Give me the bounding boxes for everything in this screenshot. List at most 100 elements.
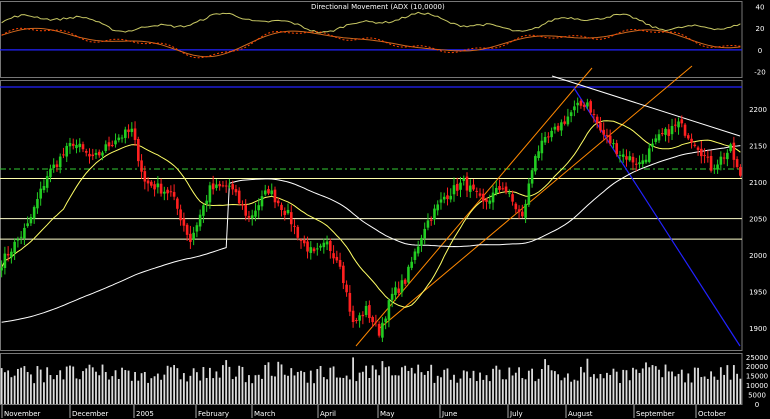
indicator-frame [0,1,743,78]
volume-bar [173,365,176,404]
candle [286,203,290,215]
candle [628,151,632,162]
volume-bar [39,369,42,404]
candle-body [267,189,270,194]
candle [390,287,394,308]
candle-body [123,129,127,138]
candle-body [342,265,345,284]
volume-bar [257,374,260,404]
candle-body [599,122,602,131]
volume-bar [684,382,686,404]
candle-body [312,248,316,252]
volume-bar [169,367,172,404]
volume-bar [430,364,433,404]
candle-body [156,183,160,188]
candle [88,148,91,164]
candle [439,192,443,210]
indicator-tick-label: 40 [756,3,765,11]
volume-bar [456,382,459,404]
candle [651,138,654,152]
candle-body [13,241,16,253]
candle [719,151,723,171]
candle-body [101,152,104,156]
volume-bar [345,375,348,404]
candle [586,98,589,110]
candle [179,204,182,226]
volume-bar [531,368,533,404]
candle [244,199,248,221]
volume-bar [553,371,556,404]
candle-body [270,190,274,195]
candle [413,248,417,264]
candle-body [205,200,208,205]
candle [117,134,121,143]
candle-body [218,183,221,187]
candle [407,264,410,285]
candle-body [540,140,544,154]
candle-body [189,233,192,242]
candle-body [45,176,49,188]
candle-body [302,240,306,244]
volume-bar [322,377,325,404]
candle [481,188,485,209]
candle [355,317,358,324]
candle-body [436,204,440,211]
volume-bar [52,379,55,404]
volume-bar [209,367,211,404]
volume-bar [23,366,26,404]
volume-bar [283,374,286,404]
candle-body [517,209,521,212]
volume-bar [485,375,488,404]
volume-bar [537,378,540,404]
candle [332,245,335,264]
candle [494,180,498,196]
candle [589,99,592,116]
candle [329,238,332,259]
candle-body [719,156,723,165]
candle [146,177,150,192]
volume-bar [560,380,563,404]
candle [153,180,156,197]
volume-bar [527,370,530,404]
price-tick-label: 1900 [749,325,767,333]
candle-body [530,170,534,184]
candle-body [146,180,150,184]
candle [644,154,648,164]
candle [52,158,55,173]
volume-bar [723,374,726,404]
candle-body [739,167,742,176]
candle [491,185,495,210]
volume-bar [586,358,589,404]
candle [605,128,609,144]
candle [189,225,192,249]
volume-bar [619,383,621,404]
candle [270,183,274,197]
candle-body [244,204,248,216]
candle [293,219,296,235]
volume-bar [544,359,547,404]
candle [335,250,339,263]
candle-body [709,155,713,171]
candle [540,132,544,161]
candle [94,149,98,159]
volume-bar [176,368,179,404]
candle-body [133,128,137,140]
candle [621,148,625,163]
volume-bar [309,370,312,404]
candle [677,117,680,135]
candle [45,170,49,193]
candle-body [208,185,212,203]
candle-body [534,156,537,172]
candle-body [582,104,586,107]
volume-bar [339,377,341,404]
candle-body [241,204,244,206]
candle [716,159,719,174]
candle-body [65,145,69,157]
volume-bar [469,378,472,404]
candle-body [338,260,342,267]
candle-body [491,192,495,203]
candle [338,252,342,270]
volume-bar [732,365,735,404]
volume-bar [410,367,413,404]
candle-body [247,216,251,218]
